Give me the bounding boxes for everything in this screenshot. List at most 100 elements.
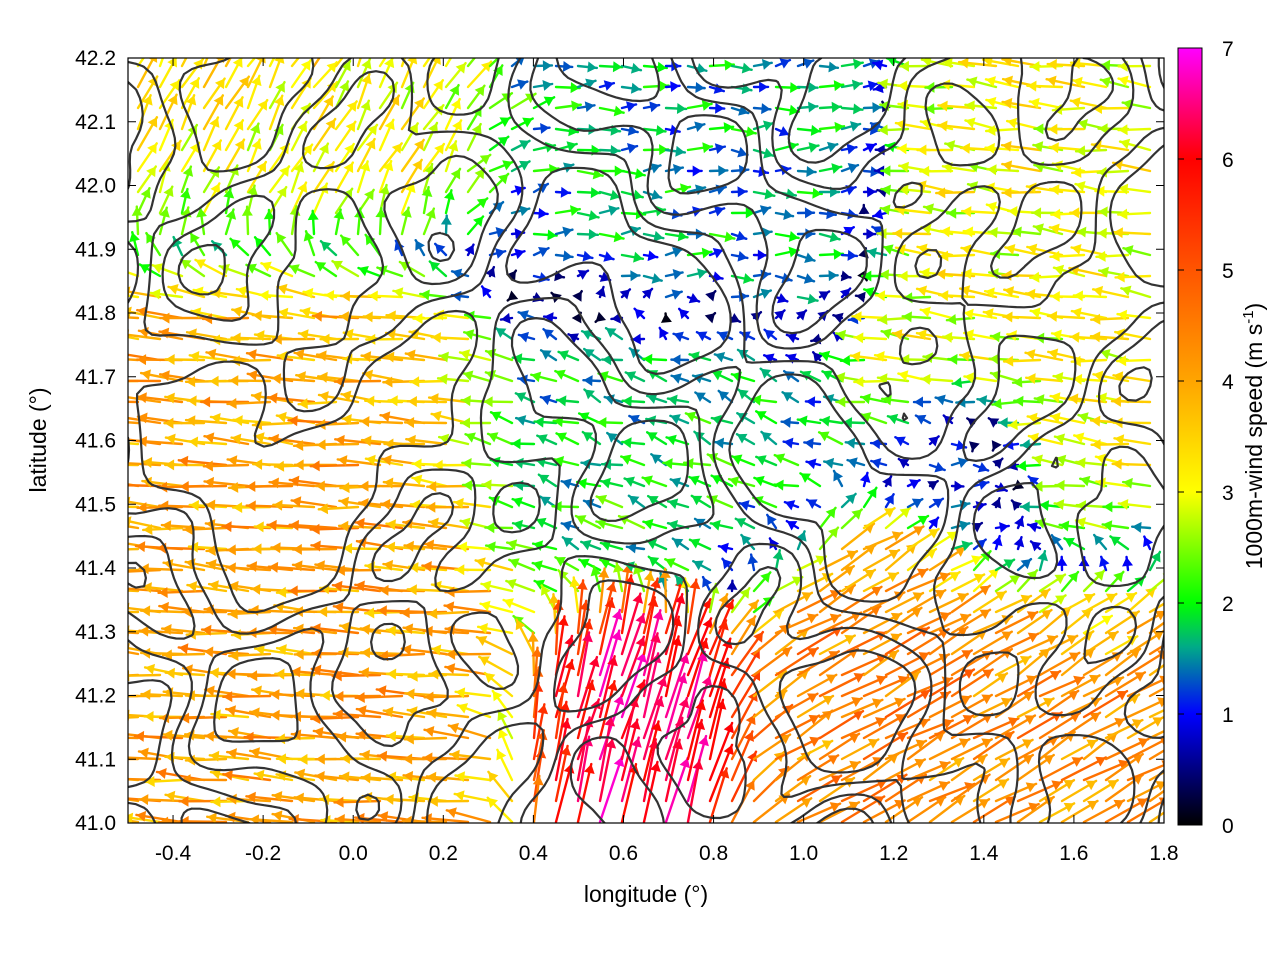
wind-arrow bbox=[539, 349, 558, 362]
wind-arrow bbox=[884, 493, 895, 509]
wind-arrow bbox=[128, 462, 162, 467]
wind-arrow bbox=[598, 165, 625, 177]
wind-arrow bbox=[188, 499, 228, 511]
wind-arrow bbox=[202, 94, 225, 131]
wind-arrow bbox=[290, 496, 338, 509]
wind-arrow bbox=[426, 707, 470, 719]
wind-arrow bbox=[1016, 569, 1039, 593]
wind-arrow bbox=[576, 228, 600, 240]
y-tick-label: 41.1 bbox=[75, 748, 116, 771]
wind-arrow bbox=[534, 517, 558, 530]
wind-arrow bbox=[440, 214, 452, 236]
wind-arrow bbox=[484, 348, 514, 362]
wind-arrow bbox=[752, 249, 768, 261]
wind-arrow bbox=[928, 516, 940, 530]
wind-arrow bbox=[620, 718, 641, 782]
wind-arrow bbox=[203, 730, 250, 742]
wind-arrow bbox=[818, 290, 831, 301]
wind-arrow bbox=[1117, 124, 1152, 136]
wind-arrow bbox=[400, 181, 416, 215]
wind-arrow bbox=[202, 460, 250, 472]
wind-arrow bbox=[664, 558, 690, 572]
wind-arrow bbox=[400, 97, 425, 131]
wind-arrow bbox=[378, 118, 395, 152]
wind-arrow bbox=[927, 479, 939, 491]
wind-arrow bbox=[506, 290, 519, 302]
wind-arrow bbox=[803, 437, 822, 449]
wind-arrow bbox=[554, 250, 574, 262]
wind-arrow bbox=[272, 499, 316, 511]
wind-arrow bbox=[483, 671, 514, 698]
wind-arrow bbox=[532, 774, 544, 823]
wind-arrow bbox=[484, 541, 514, 553]
wind-arrow bbox=[512, 457, 536, 469]
wind-arrow bbox=[510, 79, 529, 90]
wind-arrow bbox=[1056, 555, 1068, 572]
wind-arrow bbox=[897, 457, 910, 469]
wind-arrow bbox=[753, 475, 778, 488]
wind-arrow bbox=[574, 514, 602, 530]
wind-arrow bbox=[361, 369, 404, 383]
wind-arrow bbox=[128, 631, 140, 635]
wind-arrow bbox=[184, 415, 228, 427]
wind-arrow bbox=[554, 100, 582, 112]
wind-arrow bbox=[774, 309, 786, 321]
wind-arrow bbox=[253, 236, 272, 257]
wind-arrow bbox=[763, 328, 778, 341]
wind-arrow bbox=[514, 415, 536, 426]
wind-arrow bbox=[988, 353, 1020, 365]
wind-arrow bbox=[497, 727, 514, 761]
wind-arrow bbox=[620, 225, 642, 237]
wind-arrow bbox=[268, 58, 276, 68]
wind-arrow bbox=[950, 480, 965, 492]
wind-arrow bbox=[508, 558, 536, 572]
wind-arrow bbox=[627, 494, 646, 509]
wind-arrow bbox=[623, 476, 646, 488]
wind-arrow bbox=[576, 101, 596, 113]
wind-arrow bbox=[1060, 738, 1099, 761]
wind-arrow bbox=[136, 116, 159, 152]
wind-arrow bbox=[164, 667, 206, 679]
wind-arrow bbox=[378, 142, 403, 173]
y-tick-label: 41.3 bbox=[75, 621, 116, 644]
colorbar-tick-label: 2 bbox=[1222, 593, 1234, 616]
wind-arrow bbox=[642, 80, 670, 92]
wind-arrow bbox=[819, 415, 844, 427]
wind-arrow bbox=[251, 458, 294, 470]
wind-arrow bbox=[136, 165, 158, 194]
wind-arrow bbox=[378, 159, 394, 194]
wind-arrow bbox=[444, 663, 492, 677]
wind-arrow bbox=[688, 538, 712, 551]
wind-arrow bbox=[817, 431, 844, 446]
wind-arrow bbox=[461, 458, 492, 470]
wind-arrow bbox=[569, 576, 581, 614]
wind-arrow bbox=[312, 117, 337, 152]
x-tick-label: 1.6 bbox=[1059, 842, 1088, 865]
wind-arrow bbox=[964, 117, 998, 131]
wind-arrow bbox=[642, 124, 667, 136]
wind-arrow bbox=[356, 58, 372, 89]
wind-arrow bbox=[796, 273, 816, 284]
wind-arrow bbox=[972, 757, 1011, 782]
wind-arrow bbox=[432, 459, 470, 471]
wind-arrow bbox=[576, 618, 594, 677]
colorbar-title: 1000m-wind speed (m s-1) bbox=[1240, 303, 1267, 569]
wind-arrow bbox=[766, 513, 778, 530]
wind-arrow bbox=[137, 794, 184, 806]
wind-arrow bbox=[496, 748, 514, 782]
wind-arrow bbox=[144, 775, 184, 787]
wind-arrow bbox=[818, 231, 841, 243]
wind-arrow bbox=[554, 226, 574, 238]
wind-arrow bbox=[365, 333, 404, 345]
wind-arrow bbox=[475, 635, 514, 656]
wind-arrow bbox=[730, 371, 756, 383]
wind-arrow bbox=[422, 79, 445, 110]
wind-arrow bbox=[291, 560, 338, 572]
wind-arrow bbox=[466, 153, 492, 173]
wind-arrow bbox=[385, 730, 426, 742]
wind-arrow bbox=[158, 185, 174, 215]
wind-arrow bbox=[796, 58, 815, 69]
wind-arrow bbox=[246, 74, 262, 110]
wind-arrow bbox=[319, 240, 338, 257]
